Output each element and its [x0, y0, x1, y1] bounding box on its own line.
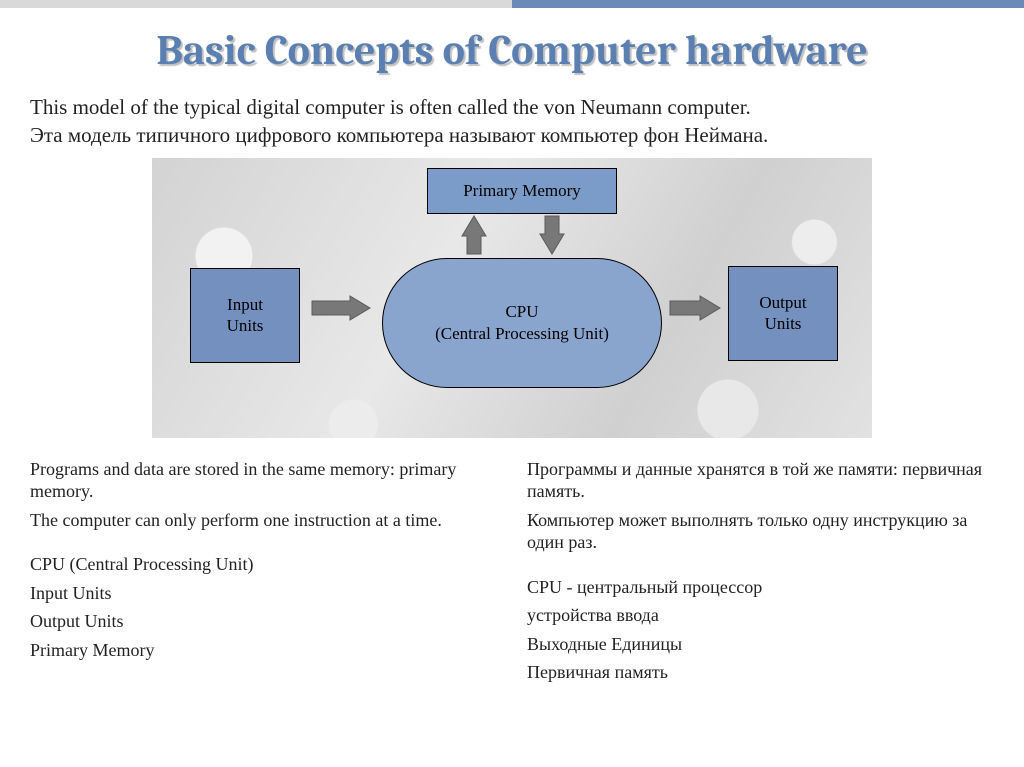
en-l3: Output Units	[30, 610, 497, 633]
en-l1: CPU (Central Processing Unit)	[30, 553, 497, 576]
intro-en: This model of the typical digital comput…	[30, 95, 751, 119]
spacer	[30, 537, 497, 547]
ru-l1: CPU - центральный процессор	[527, 576, 994, 599]
top-accent-border	[0, 0, 1024, 8]
node-cpu-label-2: (Central Processing Unit)	[435, 324, 609, 343]
intro-ru: Эта модель типичного цифрового компьютер…	[30, 123, 768, 147]
en-l4: Primary Memory	[30, 639, 497, 662]
node-cpu-label-1: CPU	[505, 302, 538, 321]
right-column-ru: Программы и данные хранятся в той же пам…	[527, 458, 994, 690]
node-primary-memory: Primary Memory	[427, 168, 617, 214]
ru-l3: Выходные Единицы	[527, 633, 994, 656]
spacer	[527, 560, 994, 570]
page-title: Basic Concepts of Computer hardware	[0, 26, 1024, 75]
en-p1: Programs and data are stored in the same…	[30, 458, 497, 503]
node-output-units: Output Units	[728, 266, 838, 361]
von-neumann-diagram: Primary Memory Input Units CPU (Central …	[152, 158, 872, 438]
bottom-columns: Programs and data are stored in the same…	[30, 458, 994, 690]
node-primary-memory-label: Primary Memory	[463, 180, 581, 201]
ru-p2: Компьютер может выполнять только одну ин…	[527, 509, 994, 554]
node-input-units: Input Units	[190, 268, 300, 363]
ru-l2: устройства ввода	[527, 604, 994, 627]
node-output-label: Output Units	[759, 292, 806, 335]
node-cpu: CPU (Central Processing Unit)	[382, 258, 662, 388]
en-l2: Input Units	[30, 582, 497, 605]
intro-text: This model of the typical digital comput…	[30, 93, 994, 150]
node-input-label: Input Units	[227, 294, 264, 337]
ru-l4: Первичная память	[527, 661, 994, 684]
en-p2: The computer can only perform one instru…	[30, 509, 497, 532]
ru-p1: Программы и данные хранятся в той же пам…	[527, 458, 994, 503]
left-column-en: Programs and data are stored in the same…	[30, 458, 497, 690]
